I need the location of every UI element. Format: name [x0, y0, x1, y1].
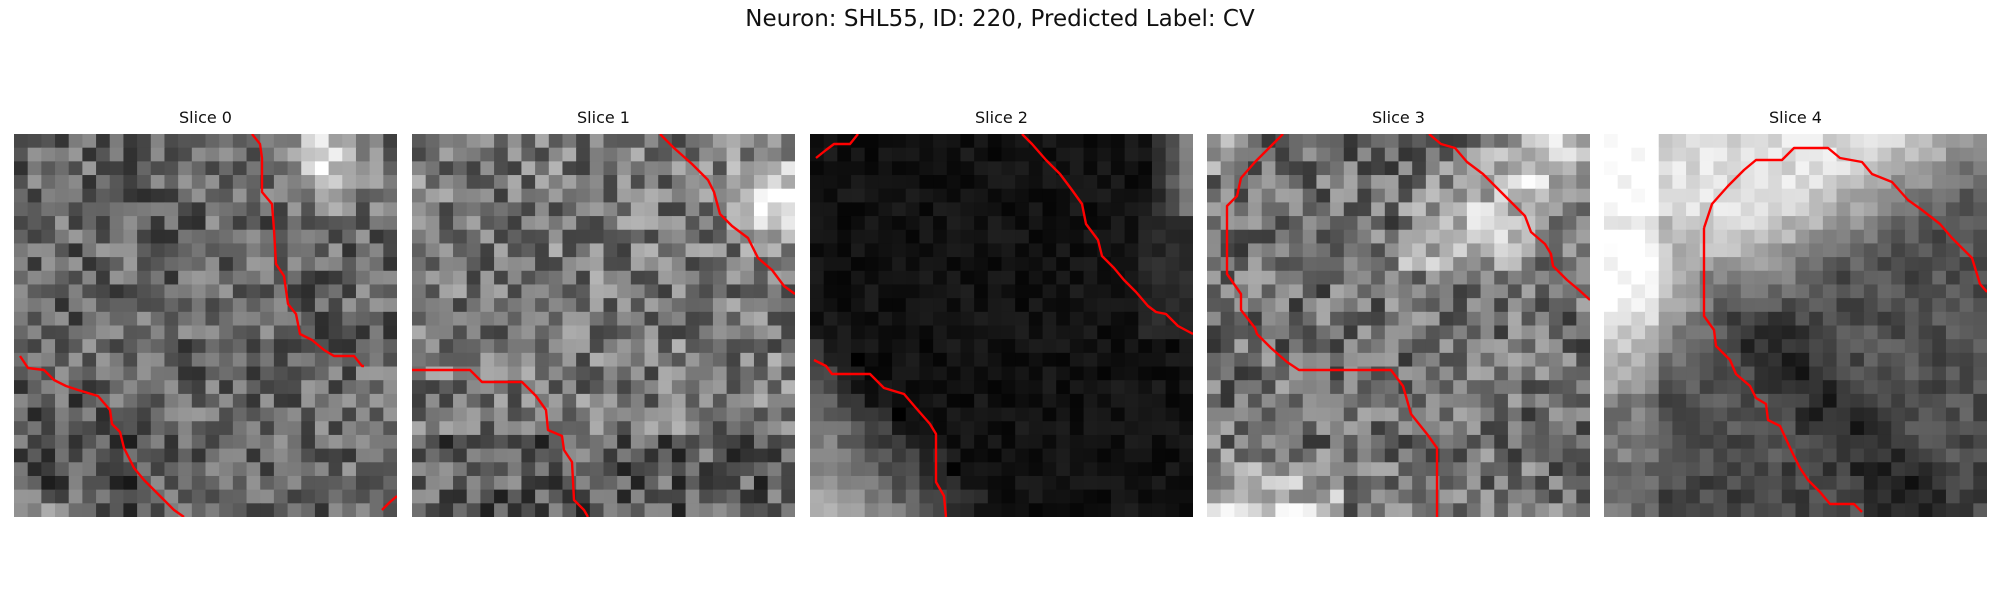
slice-title: Slice 1 — [577, 108, 630, 127]
contour-line — [19, 355, 185, 517]
slice-panel-1: Slice 1 — [412, 104, 795, 524]
contour-line — [1428, 134, 1590, 301]
contour-line — [412, 368, 590, 517]
slice-panel-4: Slice 4 — [1604, 104, 1987, 524]
pixel-grid — [1604, 134, 1987, 517]
pixel-grid — [1207, 134, 1590, 517]
slice-title: Slice 4 — [1769, 108, 1822, 127]
contour-line — [813, 358, 948, 517]
slice-panel-3: Slice 3 — [1207, 104, 1590, 524]
contour-line — [251, 134, 364, 368]
contour-line — [815, 134, 859, 159]
slice-image-0 — [14, 134, 397, 517]
contour-line — [659, 134, 795, 295]
slice-title: Slice 3 — [1372, 108, 1425, 127]
slice-image-1 — [412, 134, 795, 517]
pixel-grid — [412, 134, 795, 517]
contour-line — [1021, 134, 1193, 336]
contour-line — [1225, 134, 1439, 517]
slice-image-3 — [1207, 134, 1590, 517]
contour-line — [1702, 228, 1863, 513]
slice-panel-2: Slice 2 — [810, 104, 1193, 524]
figure-title: Neuron: SHL55, ID: 220, Predicted Label:… — [745, 6, 1255, 32]
pixel-grid — [14, 134, 397, 517]
slice-panel-0: Slice 0 — [14, 104, 397, 524]
slice-title: Slice 0 — [179, 108, 232, 127]
contour-line — [1702, 146, 1987, 293]
slice-image-2 — [810, 134, 1193, 517]
pixel-grid — [810, 134, 1193, 517]
contour-line — [381, 495, 397, 511]
slice-image-4 — [1604, 134, 1987, 517]
slice-title: Slice 2 — [975, 108, 1028, 127]
